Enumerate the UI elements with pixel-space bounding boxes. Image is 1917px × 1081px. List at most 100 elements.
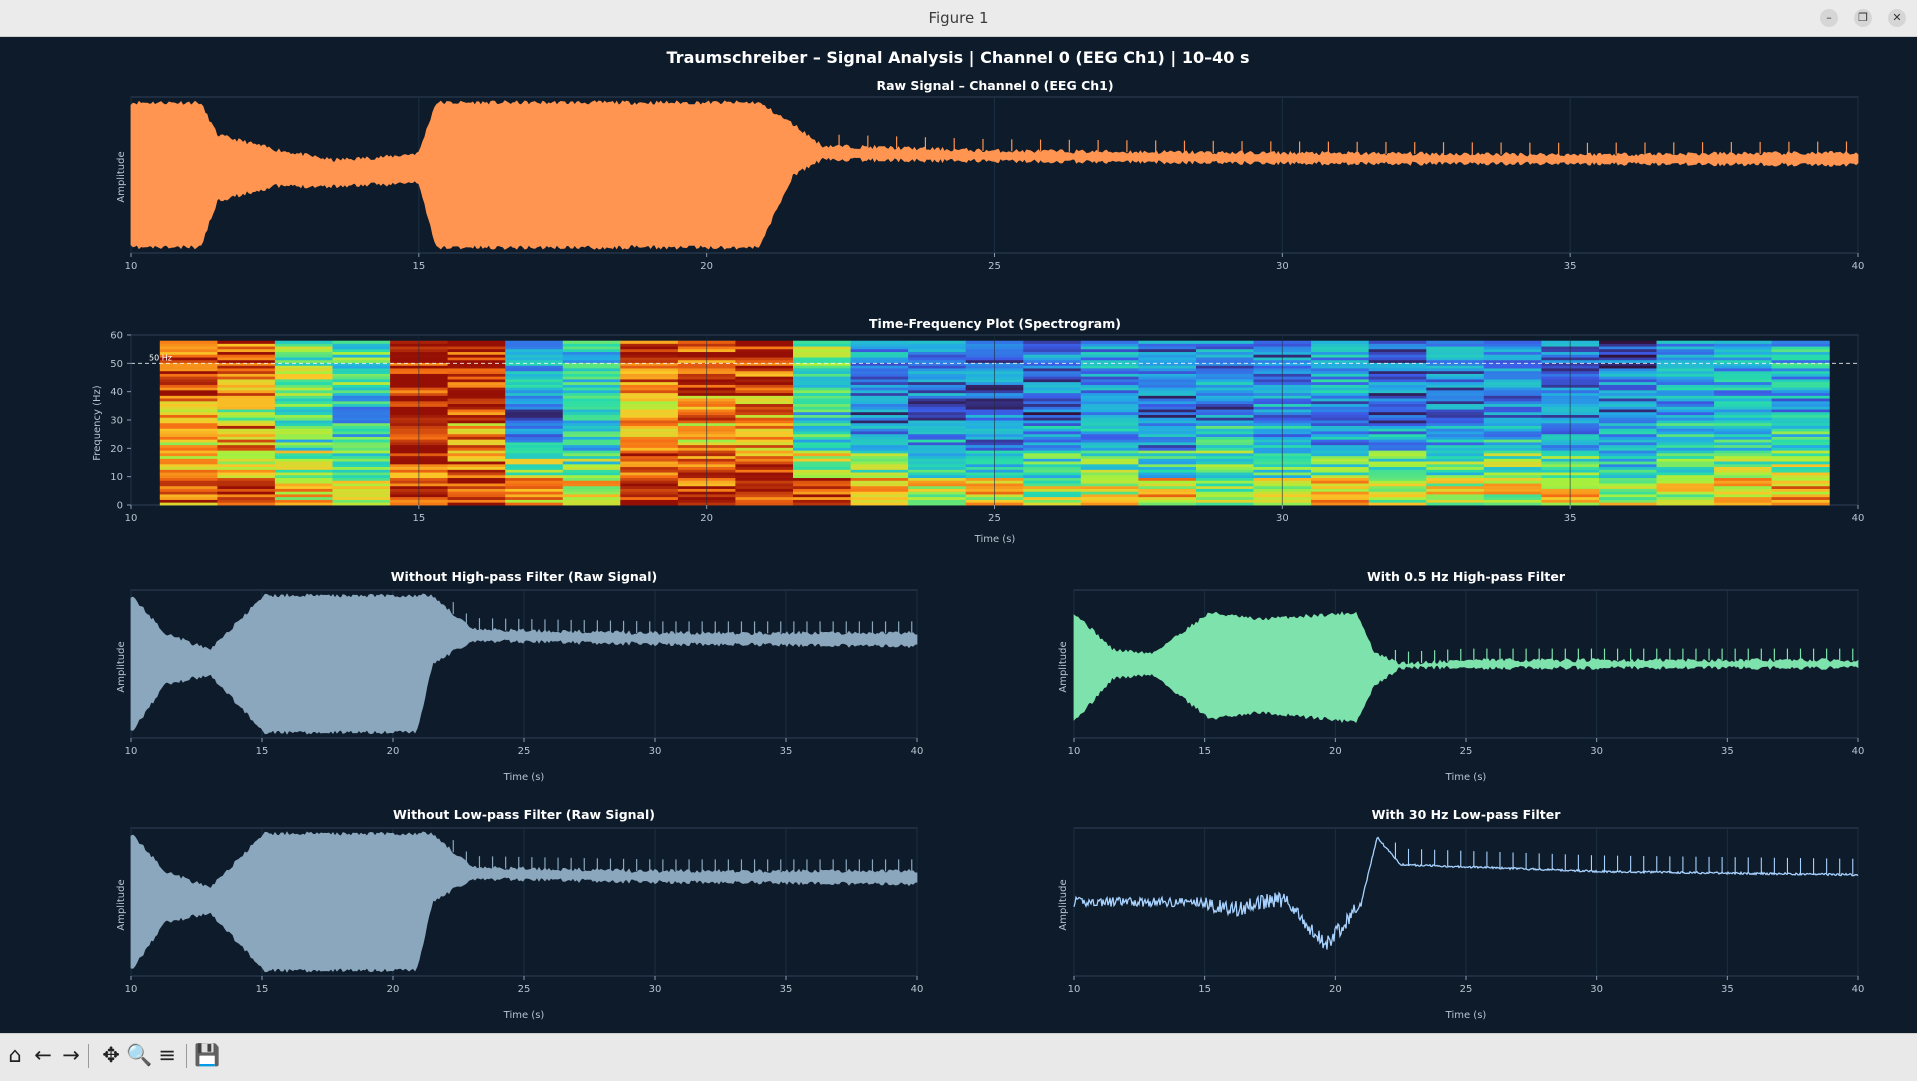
- spectrogram-cell: [1080, 357, 1139, 361]
- spectrogram-cell: [505, 496, 564, 500]
- spectrogram-cell: [1656, 488, 1715, 492]
- spectrogram-cell: [1023, 494, 1082, 498]
- spectrogram-cell: [1138, 428, 1197, 432]
- spectrogram-cell: [908, 474, 967, 479]
- spectrogram-cell: [908, 444, 967, 448]
- spectrogram-cell: [217, 379, 276, 383]
- spectrogram-cell: [1023, 351, 1082, 355]
- spectrogram-cell: [217, 422, 276, 426]
- spectrogram-cell: [793, 403, 852, 407]
- spectrogram-cell: [1196, 400, 1255, 405]
- spectrogram-cell: [217, 392, 276, 396]
- spectrogram-cell: [274, 373, 333, 377]
- spectrogram-cell: [274, 483, 333, 487]
- spectrogram-cell: [1483, 502, 1542, 506]
- spectrogram-cell: [274, 425, 333, 429]
- spectrogram-cell: [217, 348, 276, 353]
- spectrogram-cell: [1196, 409, 1255, 413]
- spectrogram-cell: [217, 488, 276, 492]
- spectrogram-cell: [1023, 376, 1082, 380]
- spectrogram-cell: [1599, 485, 1658, 489]
- zoom-icon[interactable]: 🔍: [126, 1043, 153, 1067]
- spectrogram-cell: [1080, 494, 1139, 498]
- spectrogram-cell: [1599, 406, 1658, 410]
- figure-canvas[interactable]: Traumschreiber – Signal Analysis | Chann…: [0, 37, 1917, 1033]
- lowpass-axes[interactable]: 10 15 20 25 30 35 40: [1068, 827, 1865, 995]
- minimize-button[interactable]: –: [1820, 9, 1838, 27]
- spectrogram-cell: [447, 488, 506, 492]
- spectrogram-cell: [908, 442, 967, 446]
- x-tick-label: 30: [1276, 261, 1289, 272]
- spectrogram-cell: [1714, 384, 1773, 388]
- spectrogram-cell: [159, 395, 218, 399]
- spectrogram-cell: [908, 365, 967, 369]
- spectrogram-cell: [1080, 365, 1139, 369]
- spectrogram-cell: [1483, 463, 1542, 468]
- spectrogram-cell: [217, 384, 276, 388]
- spectrogram-cell: [505, 403, 564, 407]
- close-button[interactable]: ✕: [1888, 9, 1906, 27]
- spectrogram-cell: [735, 477, 794, 481]
- spectrogram-cell: [620, 370, 679, 374]
- spectrogram-cell: [793, 474, 852, 479]
- home-icon[interactable]: ⌂: [8, 1043, 22, 1067]
- spectrogram-cell: [447, 458, 506, 462]
- highpass-axes[interactable]: 10 15 20 25 30 35 40: [1068, 589, 1865, 757]
- spectrogram-cell: [850, 450, 909, 454]
- spectrogram-cell: [562, 494, 621, 498]
- spectrogram-cell: [1599, 409, 1658, 413]
- spectrogram-cell: [793, 362, 852, 366]
- no-lowpass-axes[interactable]: 10 15 20 25 30 35 40: [125, 827, 924, 995]
- spectrogram-cell: [447, 485, 506, 489]
- x-tick-label: 30: [649, 746, 662, 757]
- spectrogram-cell: [1771, 376, 1830, 380]
- spectrogram-cell: [1138, 458, 1197, 462]
- spectrogram-cell: [1138, 494, 1197, 498]
- figure-svg[interactable]: Traumschreiber – Signal Analysis | Chann…: [0, 37, 1917, 1033]
- spectrogram-cell: [735, 417, 794, 421]
- spectrogram-cell: [1599, 417, 1658, 421]
- forward-icon[interactable]: →: [62, 1043, 80, 1067]
- spectrogram-cell: [159, 474, 218, 479]
- spectrogram-cell: [908, 420, 967, 424]
- spectrogram-cell: [1483, 480, 1542, 484]
- spectrogram-cell: [1771, 483, 1830, 487]
- no-highpass-axes[interactable]: 10 15 20 25 30 35 40: [125, 589, 924, 757]
- spectrogram-cell: [159, 348, 218, 353]
- raw-signal-axes[interactable]: 10 15 20 25 30 35 40: [125, 96, 1865, 272]
- spectrogram-cell: [562, 365, 621, 369]
- configure-subplots-icon[interactable]: ≡: [158, 1043, 176, 1067]
- spectrogram-cell: [1599, 381, 1658, 385]
- spectrogram-cell: [1080, 447, 1139, 451]
- spectrogram-cell: [1080, 359, 1139, 363]
- spectrogram-cell: [1196, 365, 1255, 369]
- spectrogram-cell: [1714, 390, 1773, 394]
- matplotlib-toolbar: ⌂ ← → ✥ 🔍 ≡ 💾: [0, 1033, 1917, 1081]
- pan-icon[interactable]: ✥: [102, 1043, 120, 1067]
- spectrogram-cell: [159, 442, 218, 446]
- maximize-button[interactable]: ❐: [1854, 9, 1872, 27]
- spectrogram-cell: [332, 496, 391, 500]
- back-icon[interactable]: ←: [34, 1043, 52, 1067]
- save-icon[interactable]: 💾: [194, 1043, 221, 1067]
- spectrogram-cell: [1196, 425, 1255, 429]
- spectrogram-cell: [1426, 420, 1485, 424]
- spectrogram-cell: [1656, 450, 1715, 454]
- spectrogram-cell: [1714, 340, 1773, 344]
- spectrogram-cell: [562, 406, 621, 410]
- spectrogram-cell: [332, 422, 391, 426]
- x-tick-label: 30: [649, 984, 662, 995]
- spectrogram-cell: [1080, 400, 1139, 405]
- spectrogram-cell: [1196, 340, 1255, 344]
- spectrogram-cell: [850, 491, 909, 495]
- spectrogram-cell: [1196, 398, 1255, 402]
- spectrogram-cell: [1599, 491, 1658, 495]
- spectrogram-cell: [620, 403, 679, 407]
- spectrogram-cell: [1656, 381, 1715, 385]
- spectrogram-cell: [1483, 351, 1542, 355]
- spectrogram-cell: [1023, 466, 1082, 470]
- spectrogram-cell: [793, 400, 852, 405]
- spectrogram-cell: [332, 351, 391, 355]
- spectrogram-cell: [1714, 420, 1773, 424]
